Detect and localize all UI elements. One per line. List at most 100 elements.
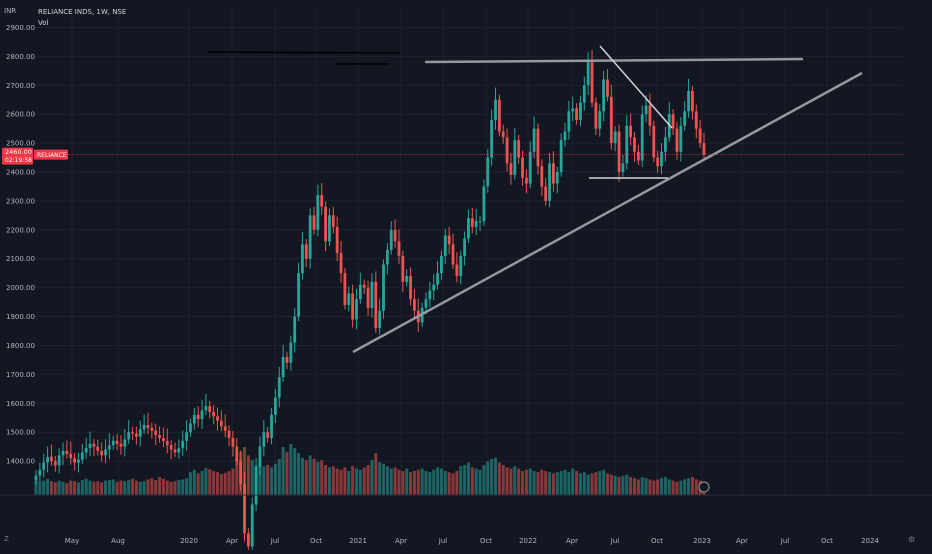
volume-bar [605, 473, 609, 495]
candle-body [243, 484, 246, 534]
symbol-title[interactable]: RELIANCE INDS, 1W, NSE [38, 8, 127, 16]
x-tick-label: Oct [310, 537, 322, 545]
volume-bar [513, 466, 517, 495]
volume-bar [629, 477, 633, 495]
candle-body [671, 114, 675, 129]
candle-body [455, 264, 459, 277]
candle-body [227, 430, 231, 438]
candle-body [281, 357, 285, 378]
volume-bar [459, 466, 463, 495]
volume-bar [158, 477, 162, 495]
volume-bar [208, 469, 212, 495]
price-badge-countdown: 02:19:58 [5, 157, 32, 164]
volume-bar [544, 471, 548, 495]
candle-body [297, 273, 300, 317]
volume-bar [586, 474, 590, 495]
candle-body [266, 432, 270, 438]
candle-body [324, 206, 327, 242]
x-tick-label: 2023 [693, 537, 711, 545]
volume-bar [478, 469, 482, 495]
candle-body [656, 157, 660, 167]
candle-body [509, 163, 513, 175]
x-tick-label: Apr [566, 537, 578, 545]
candle-body [490, 119, 494, 158]
candle-body [262, 432, 266, 447]
candle-body [478, 221, 482, 223]
candle-body [289, 342, 293, 363]
volume-legend-label[interactable]: Vol [38, 19, 49, 27]
candle-body [544, 186, 548, 201]
volume-bar [486, 461, 490, 495]
volume-bar [138, 481, 142, 495]
volume-bar [34, 479, 38, 495]
volume-bar [69, 480, 73, 495]
candle-body [385, 250, 389, 265]
candle-body [494, 99, 497, 120]
candle-body [123, 439, 127, 447]
candle-body [629, 125, 633, 138]
volume-bar [243, 447, 247, 495]
y-tick-label: 2300.00 [6, 197, 35, 205]
candle-body [536, 128, 540, 167]
volume-bar [258, 462, 262, 495]
settings-gear-icon[interactable]: ⚙ [908, 535, 916, 544]
volume-bar [57, 480, 61, 495]
candle-body [571, 108, 575, 112]
candle-body [258, 446, 262, 467]
candle-body [246, 533, 250, 547]
volume-bar [683, 479, 687, 495]
candle-body [505, 137, 509, 164]
candle-body [316, 195, 320, 230]
candle-body [38, 469, 42, 476]
volume-bar [640, 477, 644, 495]
y-tick-label: 1600.00 [6, 400, 35, 408]
candle-body [702, 143, 706, 155]
candle-body [555, 172, 559, 184]
volume-bar [266, 465, 270, 495]
volume-bar [227, 471, 231, 495]
volume-bar [656, 479, 660, 495]
candle-body [590, 62, 594, 103]
volume-bar [281, 447, 285, 495]
candle-body [524, 177, 528, 184]
volume-bar [46, 478, 50, 495]
candle-body [579, 102, 582, 120]
candle-body [598, 111, 602, 129]
black-marker-line [207, 51, 401, 54]
candle-body [96, 446, 100, 451]
volume-bar [536, 472, 540, 495]
candle-body [683, 111, 687, 126]
candle-body [366, 287, 370, 308]
volume-bar [331, 466, 335, 495]
candle-body [374, 281, 378, 329]
volume-bar [528, 468, 532, 495]
x-tick-label: Jul [270, 537, 280, 545]
candle-body [173, 449, 177, 453]
y-tick-label: 1500.00 [6, 429, 35, 437]
volume-bar [675, 481, 679, 495]
volume-bar [532, 471, 536, 495]
volume-bar [142, 481, 146, 495]
candle-body [250, 504, 254, 547]
candle-body [660, 151, 663, 167]
candle-body [652, 125, 656, 158]
volume-bar [204, 468, 208, 495]
volume-bar [660, 478, 664, 495]
volume-bar [609, 474, 613, 495]
candle-body [436, 273, 439, 285]
candle-body [501, 131, 505, 138]
candle-body [413, 299, 416, 311]
volume-bar [463, 465, 467, 495]
candle-body [69, 453, 73, 459]
candle-body [235, 446, 239, 462]
candle-body [208, 406, 212, 412]
volume-bar [73, 481, 77, 495]
volume-bar [200, 471, 204, 495]
candle-body [177, 448, 181, 453]
x-tick-label: 2024 [861, 537, 879, 545]
candle-body [575, 108, 578, 120]
volume-bar [505, 467, 509, 495]
timezone-icon[interactable]: Z [4, 535, 9, 543]
